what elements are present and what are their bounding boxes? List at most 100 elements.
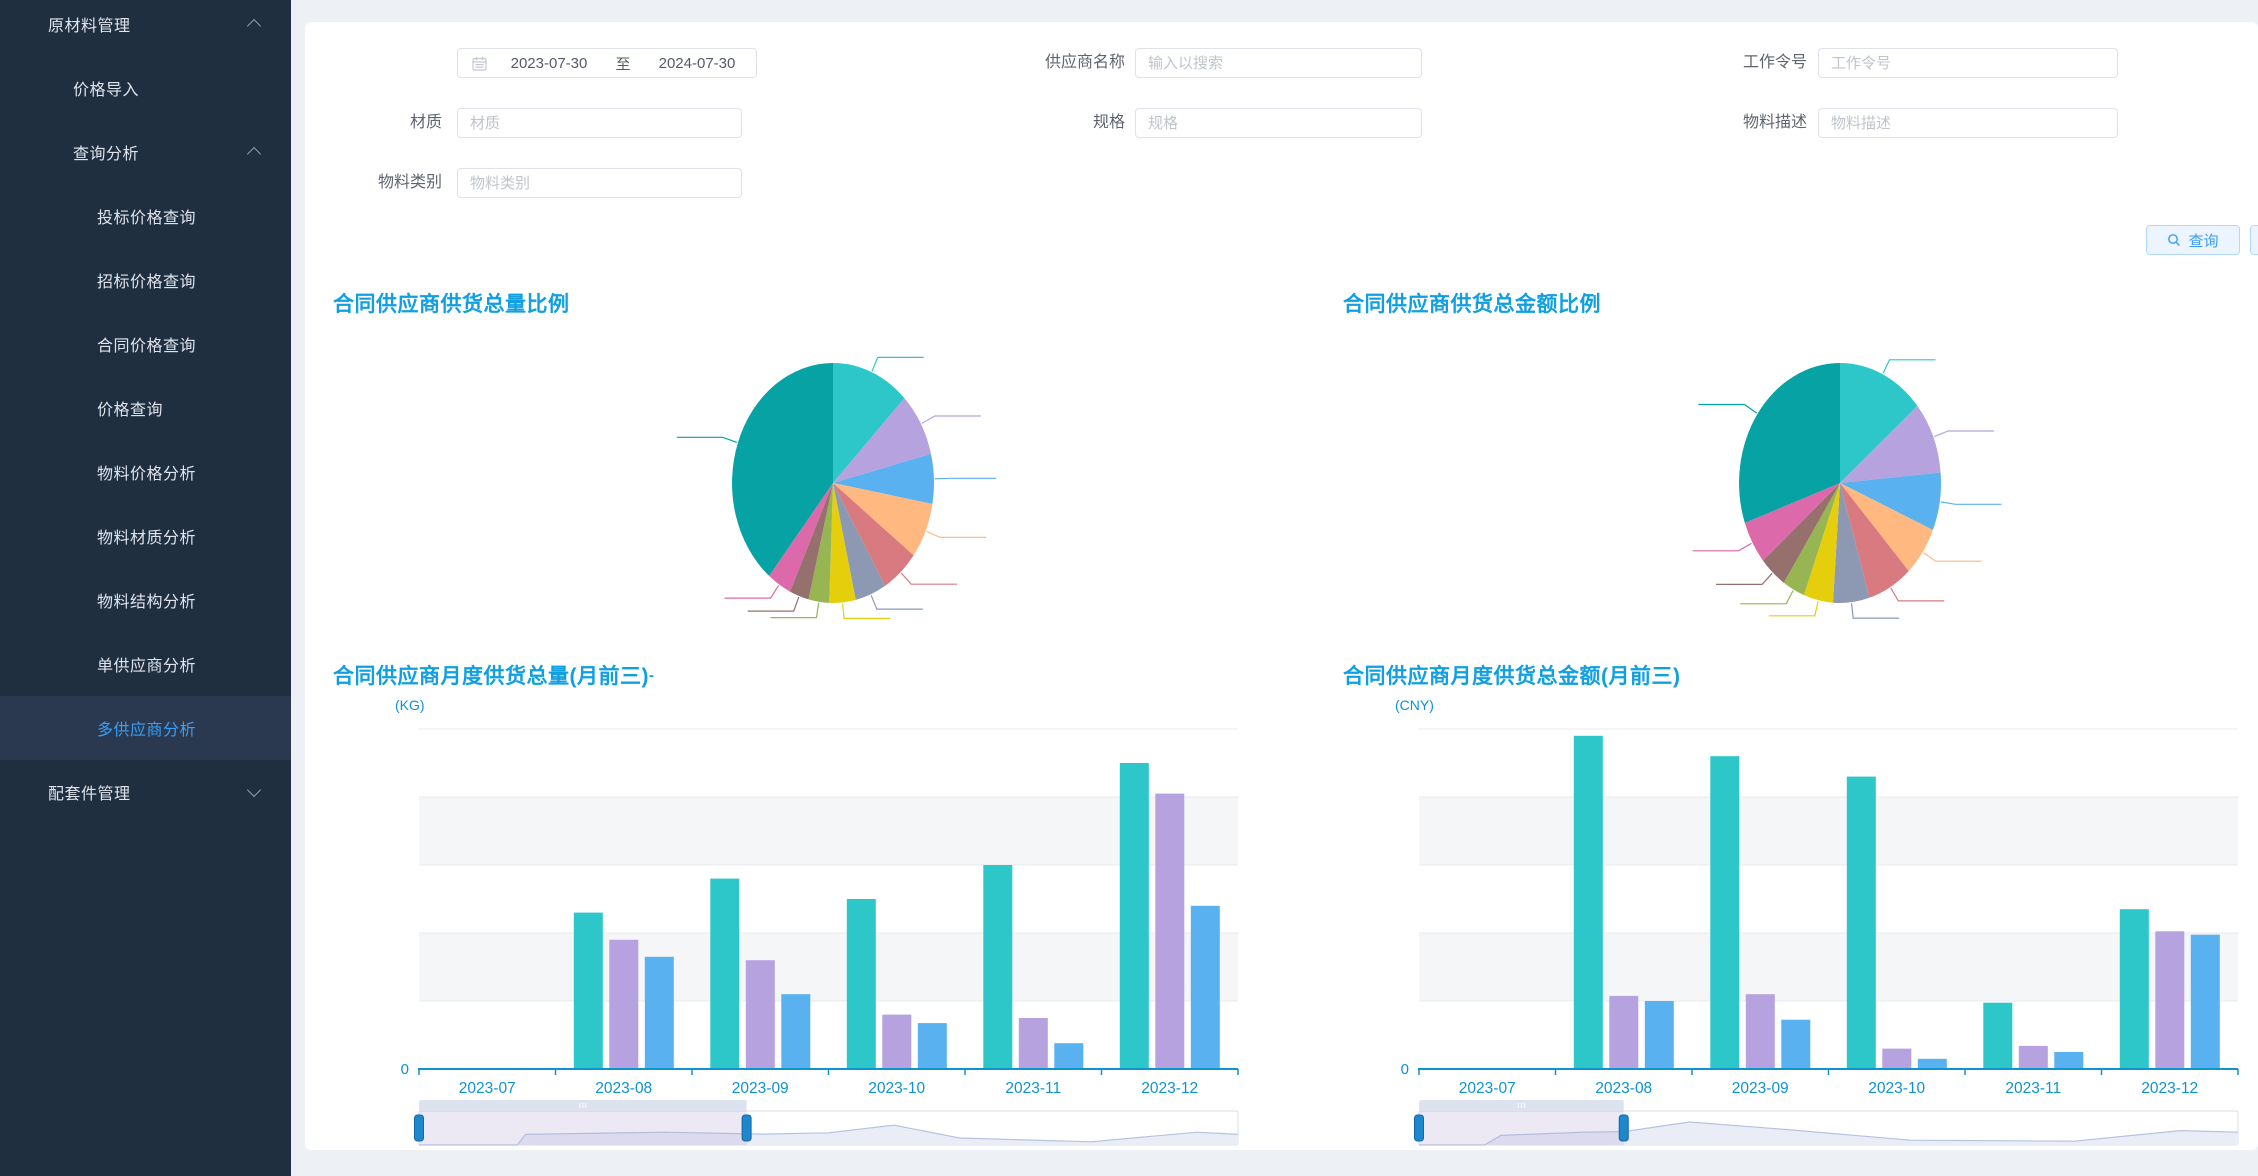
bar-series0-2023-10[interactable] [846, 899, 876, 1069]
pie-slice-9[interactable] [1744, 483, 1840, 561]
chevron-down-icon [246, 782, 262, 798]
pie-slice-8[interactable] [790, 483, 833, 600]
datazoom-window[interactable] [1419, 1111, 1624, 1145]
pie-slice-10[interactable] [1739, 363, 1840, 523]
bar-series2-2023-10[interactable] [1917, 1058, 1947, 1069]
datazoom-handle-left[interactable] [1414, 1114, 1424, 1142]
sidebar-item-3[interactable]: 投标价格查询 [0, 184, 291, 248]
datazoom-handle-right[interactable] [1618, 1114, 1629, 1142]
bar-series2-2023-12[interactable] [2190, 934, 2220, 1069]
bar-series0-2023-09[interactable] [1710, 756, 1740, 1069]
material-input[interactable] [457, 108, 742, 138]
sidebar-item-11[interactable]: 多供应商分析 [0, 696, 291, 760]
sidebar-item-5[interactable]: 合同价格查询 [0, 312, 291, 376]
bar-chart-monthly-quantity: 2023-07 2023-08 2023-09 2023-10 2023-11 2023-… [401, 728, 1239, 1146]
pie-slice-7[interactable] [808, 483, 834, 603]
pie-slice-6[interactable] [829, 483, 856, 603]
pie-slice-10[interactable] [732, 363, 833, 576]
bar-series2-2023-09[interactable] [781, 994, 811, 1069]
pie-slice-0[interactable] [833, 363, 905, 483]
bar-series0-2023-11[interactable] [983, 865, 1013, 1069]
sidebar-item-label: 查询分析 [73, 146, 140, 163]
clipped-secondary-button[interactable] [2250, 225, 2258, 255]
datazoom-handle-left[interactable] [414, 1114, 424, 1142]
datazoom-preview-line [419, 1124, 1239, 1146]
sidebar-item-label: 配套件管理 [48, 786, 131, 803]
bar-series1-2023-11[interactable] [2018, 1045, 2048, 1069]
sidebar-item-9[interactable]: 物料结构分析 [0, 568, 291, 632]
datazoom-handle-right[interactable] [741, 1114, 752, 1142]
material-category-input[interactable] [457, 168, 742, 198]
bar-series0-2023-12[interactable] [1119, 763, 1149, 1069]
bar-series2-2023-12[interactable] [1190, 905, 1220, 1069]
work-order-input[interactable] [1818, 48, 2118, 78]
material-desc-input[interactable] [1818, 108, 2118, 138]
bar-amount-title: 合同供应商月度供货总金额(月前三) [1343, 665, 1681, 688]
bar-series2-2023-10[interactable] [917, 1023, 947, 1069]
pie-slice-4[interactable] [1840, 483, 1909, 598]
bar-series1-2023-12[interactable] [1155, 793, 1185, 1069]
supplier-input[interactable] [1135, 48, 1422, 78]
plot-band [419, 933, 1238, 1001]
sidebar-item-label: 价格查询 [97, 402, 164, 419]
pie-leader-line [934, 477, 996, 480]
pie-slice-4[interactable] [833, 483, 914, 586]
bar-series1-2023-08[interactable] [1609, 995, 1639, 1069]
pie-leader-line [1940, 501, 2002, 505]
pie-slice-3[interactable] [833, 483, 933, 556]
bar-series1-2023-12[interactable] [2155, 931, 2185, 1069]
bar-series1-2023-11[interactable] [1018, 1018, 1048, 1069]
chevron-up-icon [246, 18, 262, 34]
pie-slice-2[interactable] [833, 453, 934, 504]
bar-series2-2023-11[interactable] [2054, 1052, 2084, 1069]
pie-leader-line [1698, 403, 1758, 414]
sidebar-item-4[interactable]: 招标价格查询 [0, 248, 291, 312]
x-axis-label: 2023-10 [1868, 1080, 1925, 1097]
bar-series2-2023-11[interactable] [1054, 1043, 1084, 1069]
sidebar-item-2[interactable]: 查询分析 [0, 120, 291, 184]
pie-slice-9[interactable] [769, 483, 833, 592]
bar-series0-2023-12[interactable] [2119, 909, 2149, 1069]
pie-slice-7[interactable] [1783, 483, 1840, 596]
pie-slice-1[interactable] [1840, 405, 1941, 483]
bar-series1-2023-08[interactable] [609, 939, 639, 1069]
pie-slice-3[interactable] [1840, 483, 1933, 571]
bar-series1-2023-09[interactable] [745, 960, 775, 1069]
bar-series0-2023-09[interactable] [710, 878, 740, 1069]
sidebar-item-label: 招标价格查询 [97, 274, 197, 291]
x-axis-label: 2023-10 [868, 1080, 925, 1097]
pie-slice-6[interactable] [1804, 483, 1840, 603]
sidebar-item-1[interactable]: 价格导入 [0, 56, 291, 120]
bar-series1-2023-09[interactable] [1745, 994, 1775, 1069]
bar-series2-2023-08[interactable] [1644, 1001, 1674, 1069]
bar-series1-2023-10[interactable] [882, 1014, 912, 1069]
sidebar-item-8[interactable]: 物料材质分析 [0, 504, 291, 568]
bar-series2-2023-08[interactable] [644, 956, 674, 1069]
bar-series2-2023-09[interactable] [1781, 1019, 1811, 1069]
sidebar-item-0[interactable]: 原材料管理 [0, 0, 291, 56]
plot-band [419, 797, 1238, 865]
query-button[interactable]: 查询 [2146, 225, 2240, 255]
pie-slice-2[interactable] [1840, 472, 1941, 531]
bar-series0-2023-10[interactable] [1846, 776, 1876, 1069]
bar-series0-2023-08[interactable] [1573, 735, 1603, 1069]
date-end-value[interactable]: 2024-07-30 [658, 54, 736, 72]
pie-slice-5[interactable] [833, 483, 885, 600]
sidebar-item-6[interactable]: 价格查询 [0, 376, 291, 440]
x-axis-label: 2023-12 [1141, 1080, 1198, 1097]
date-range-input[interactable]: 2023-07-30 至 2024-07-30 [457, 48, 757, 78]
spec-input[interactable] [1135, 108, 1422, 138]
pie-slice-0[interactable] [1840, 363, 1918, 483]
pie-slice-5[interactable] [1833, 483, 1870, 603]
pie-slice-1[interactable] [833, 398, 931, 483]
date-start-value[interactable]: 2023-07-30 [510, 54, 588, 72]
x-axis-label: 2023-08 [595, 1080, 652, 1097]
bar-series0-2023-08[interactable] [573, 912, 603, 1069]
bar-series1-2023-10[interactable] [1882, 1048, 1912, 1069]
sidebar-item-7[interactable]: 物料价格分析 [0, 440, 291, 504]
datazoom-window[interactable] [419, 1111, 747, 1145]
bar-series0-2023-11[interactable] [1983, 1002, 2013, 1069]
pie-slice-8[interactable] [1763, 483, 1840, 583]
sidebar-item-10[interactable]: 单供应商分析 [0, 632, 291, 696]
sidebar-item-12[interactable]: 配套件管理 [0, 760, 291, 824]
